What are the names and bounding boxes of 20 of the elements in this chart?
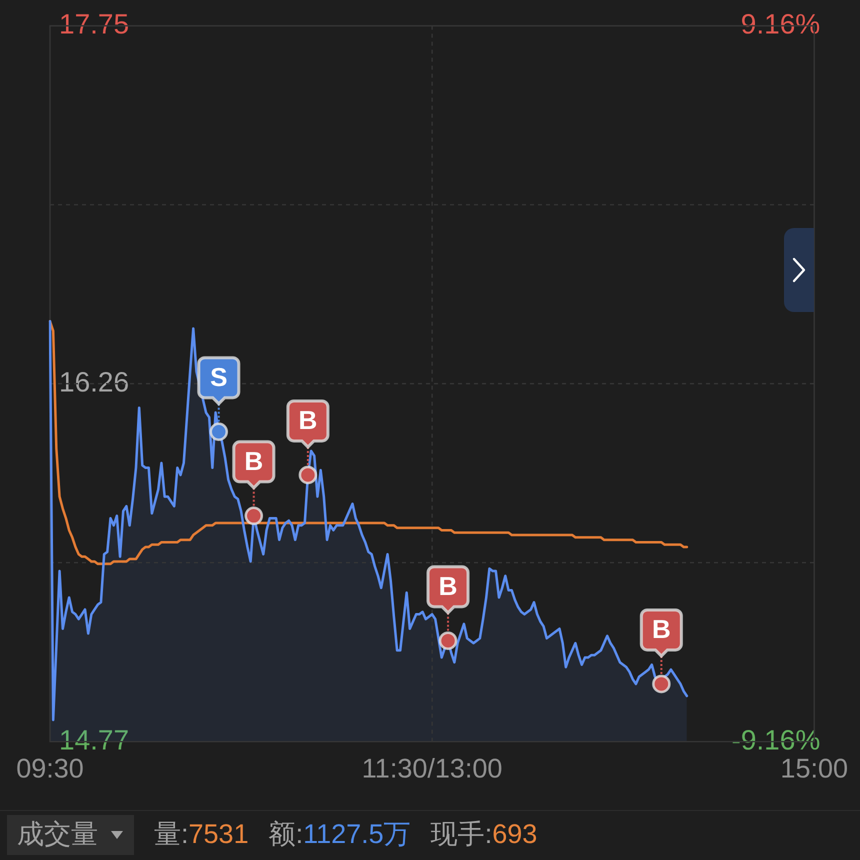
point bbox=[244, 506, 264, 526]
y-tick-label: 14.77 bbox=[59, 724, 130, 756]
x-tick-label: 09:30 bbox=[16, 753, 84, 784]
x-tick-label: 15:00 bbox=[780, 753, 848, 784]
point bbox=[438, 631, 458, 650]
data-label: B bbox=[652, 614, 671, 644]
point bbox=[652, 674, 671, 694]
point bbox=[298, 466, 318, 484]
data-label: B bbox=[298, 405, 318, 436]
y-tick-label: 17.75 bbox=[59, 8, 130, 40]
text: 量:7531 bbox=[154, 819, 249, 849]
data-label: B bbox=[244, 446, 264, 476]
text: 现手:693 bbox=[430, 819, 538, 849]
dropdown-field: 成交量 bbox=[7, 814, 134, 854]
data-label: B bbox=[438, 570, 458, 601]
x-tick-label: 11:30/13:00 bbox=[362, 753, 502, 784]
y-tick-label: 16.26 bbox=[59, 366, 130, 398]
point bbox=[210, 422, 228, 441]
text: 额:1127.5万 bbox=[268, 819, 411, 849]
data-label: S bbox=[210, 362, 228, 392]
